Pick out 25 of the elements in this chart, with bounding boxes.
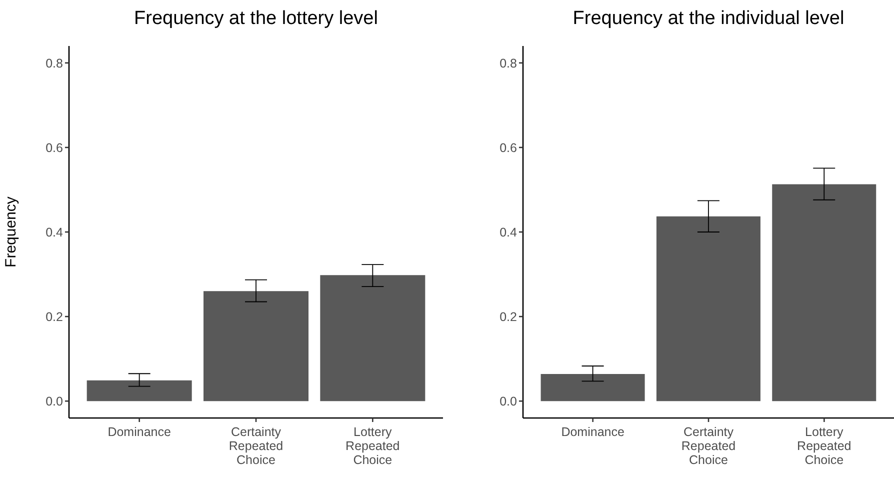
- chart-title: Frequency at the lottery level: [133, 8, 379, 31]
- bar: [540, 374, 645, 402]
- bar: [772, 184, 876, 402]
- bar: [86, 380, 192, 402]
- x-tick-label: Certainty Repeated Choice: [681, 425, 736, 467]
- y-tick-label: 0.6: [46, 140, 64, 155]
- y-axis-title: Frequency: [2, 196, 20, 268]
- y-tick-label: 0.4: [46, 225, 64, 240]
- bar: [656, 216, 760, 402]
- bar: [204, 291, 308, 402]
- y-tick-label: 0.4: [500, 225, 518, 240]
- x-tick-label: Dominance: [561, 425, 624, 439]
- y-tick-label: 0.6: [500, 140, 518, 155]
- chart-title: Frequency at the individual level: [572, 8, 846, 31]
- y-tick-label: 0.8: [500, 56, 518, 70]
- y-tick-label: 0.8: [46, 56, 64, 70]
- x-tick-label: Lottery Repeated Choice: [797, 425, 852, 467]
- y-tick-label: 0.0: [46, 394, 64, 409]
- x-tick-label: Certainty Repeated Choice: [228, 425, 284, 467]
- x-tick-label: Dominance: [108, 425, 171, 439]
- y-tick-label: 0.0: [500, 394, 518, 409]
- bar: [320, 275, 426, 402]
- x-tick-label: Lottery Repeated Choice: [346, 425, 400, 467]
- y-tick-label: 0.2: [46, 310, 64, 324]
- y-tick-label: 0.2: [500, 310, 518, 324]
